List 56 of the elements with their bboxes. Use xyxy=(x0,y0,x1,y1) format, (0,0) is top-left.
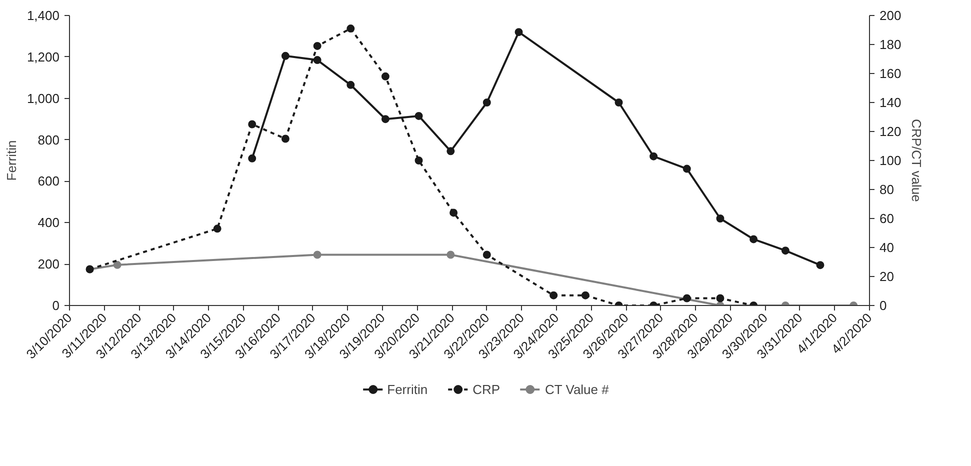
point xyxy=(381,115,390,124)
point xyxy=(482,250,491,259)
y2-tick-label: 0 xyxy=(880,298,887,313)
y-tick-label: 200 xyxy=(38,256,60,272)
point xyxy=(381,72,390,80)
legend-label: Ferritin xyxy=(387,382,428,396)
legend-label: CRP xyxy=(472,382,500,396)
point xyxy=(482,98,491,106)
point xyxy=(446,147,455,156)
point xyxy=(816,261,824,270)
point xyxy=(682,164,691,173)
y2-tick-label: 80 xyxy=(880,182,894,197)
y2-tick-label: 40 xyxy=(880,240,894,255)
y-tick-label: 1,200 xyxy=(26,49,60,64)
point xyxy=(716,294,724,302)
point xyxy=(313,42,322,50)
point xyxy=(113,260,122,269)
point xyxy=(716,214,724,222)
y-tick-label: 600 xyxy=(38,174,60,189)
point xyxy=(682,294,691,302)
y-tick-label: 1,400 xyxy=(26,8,60,23)
point xyxy=(346,80,355,89)
point xyxy=(450,208,458,217)
y2-tick-label: 20 xyxy=(880,269,894,284)
point xyxy=(414,156,423,164)
y2-tick-label: 60 xyxy=(880,211,894,226)
point xyxy=(281,134,290,143)
point xyxy=(514,28,523,36)
point xyxy=(446,250,455,259)
point xyxy=(281,52,290,60)
y2-tick-label: 160 xyxy=(880,66,902,81)
point xyxy=(346,24,355,33)
point xyxy=(213,224,222,233)
y-tick-label: 1,000 xyxy=(26,90,60,106)
y2-axis-title: CRP/CT value xyxy=(909,118,924,202)
y2-tick-label: 140 xyxy=(880,95,902,110)
point xyxy=(550,291,558,300)
y2-tick-label: 120 xyxy=(880,124,902,139)
point xyxy=(248,120,256,128)
point xyxy=(750,235,758,244)
y2-tick-label: 180 xyxy=(880,37,902,52)
point xyxy=(313,56,322,64)
point xyxy=(313,250,322,259)
y-axis-title: Ferritin xyxy=(4,140,19,181)
legend-label: CT Value # xyxy=(545,382,609,396)
y2-tick-label: 100 xyxy=(880,153,902,168)
point xyxy=(581,291,590,300)
point xyxy=(414,112,423,120)
point xyxy=(781,246,790,255)
point xyxy=(650,152,658,160)
y-tick-label: 0 xyxy=(52,298,60,313)
point xyxy=(248,154,256,162)
y2-tick-label: 200 xyxy=(880,8,902,23)
point xyxy=(614,98,623,106)
y-tick-label: 800 xyxy=(38,132,60,148)
y-tick-label: 400 xyxy=(38,215,60,230)
